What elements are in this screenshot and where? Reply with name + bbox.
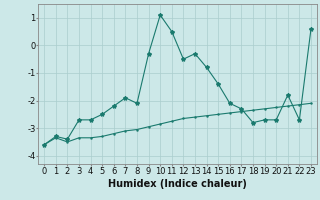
X-axis label: Humidex (Indice chaleur): Humidex (Indice chaleur) <box>108 179 247 189</box>
